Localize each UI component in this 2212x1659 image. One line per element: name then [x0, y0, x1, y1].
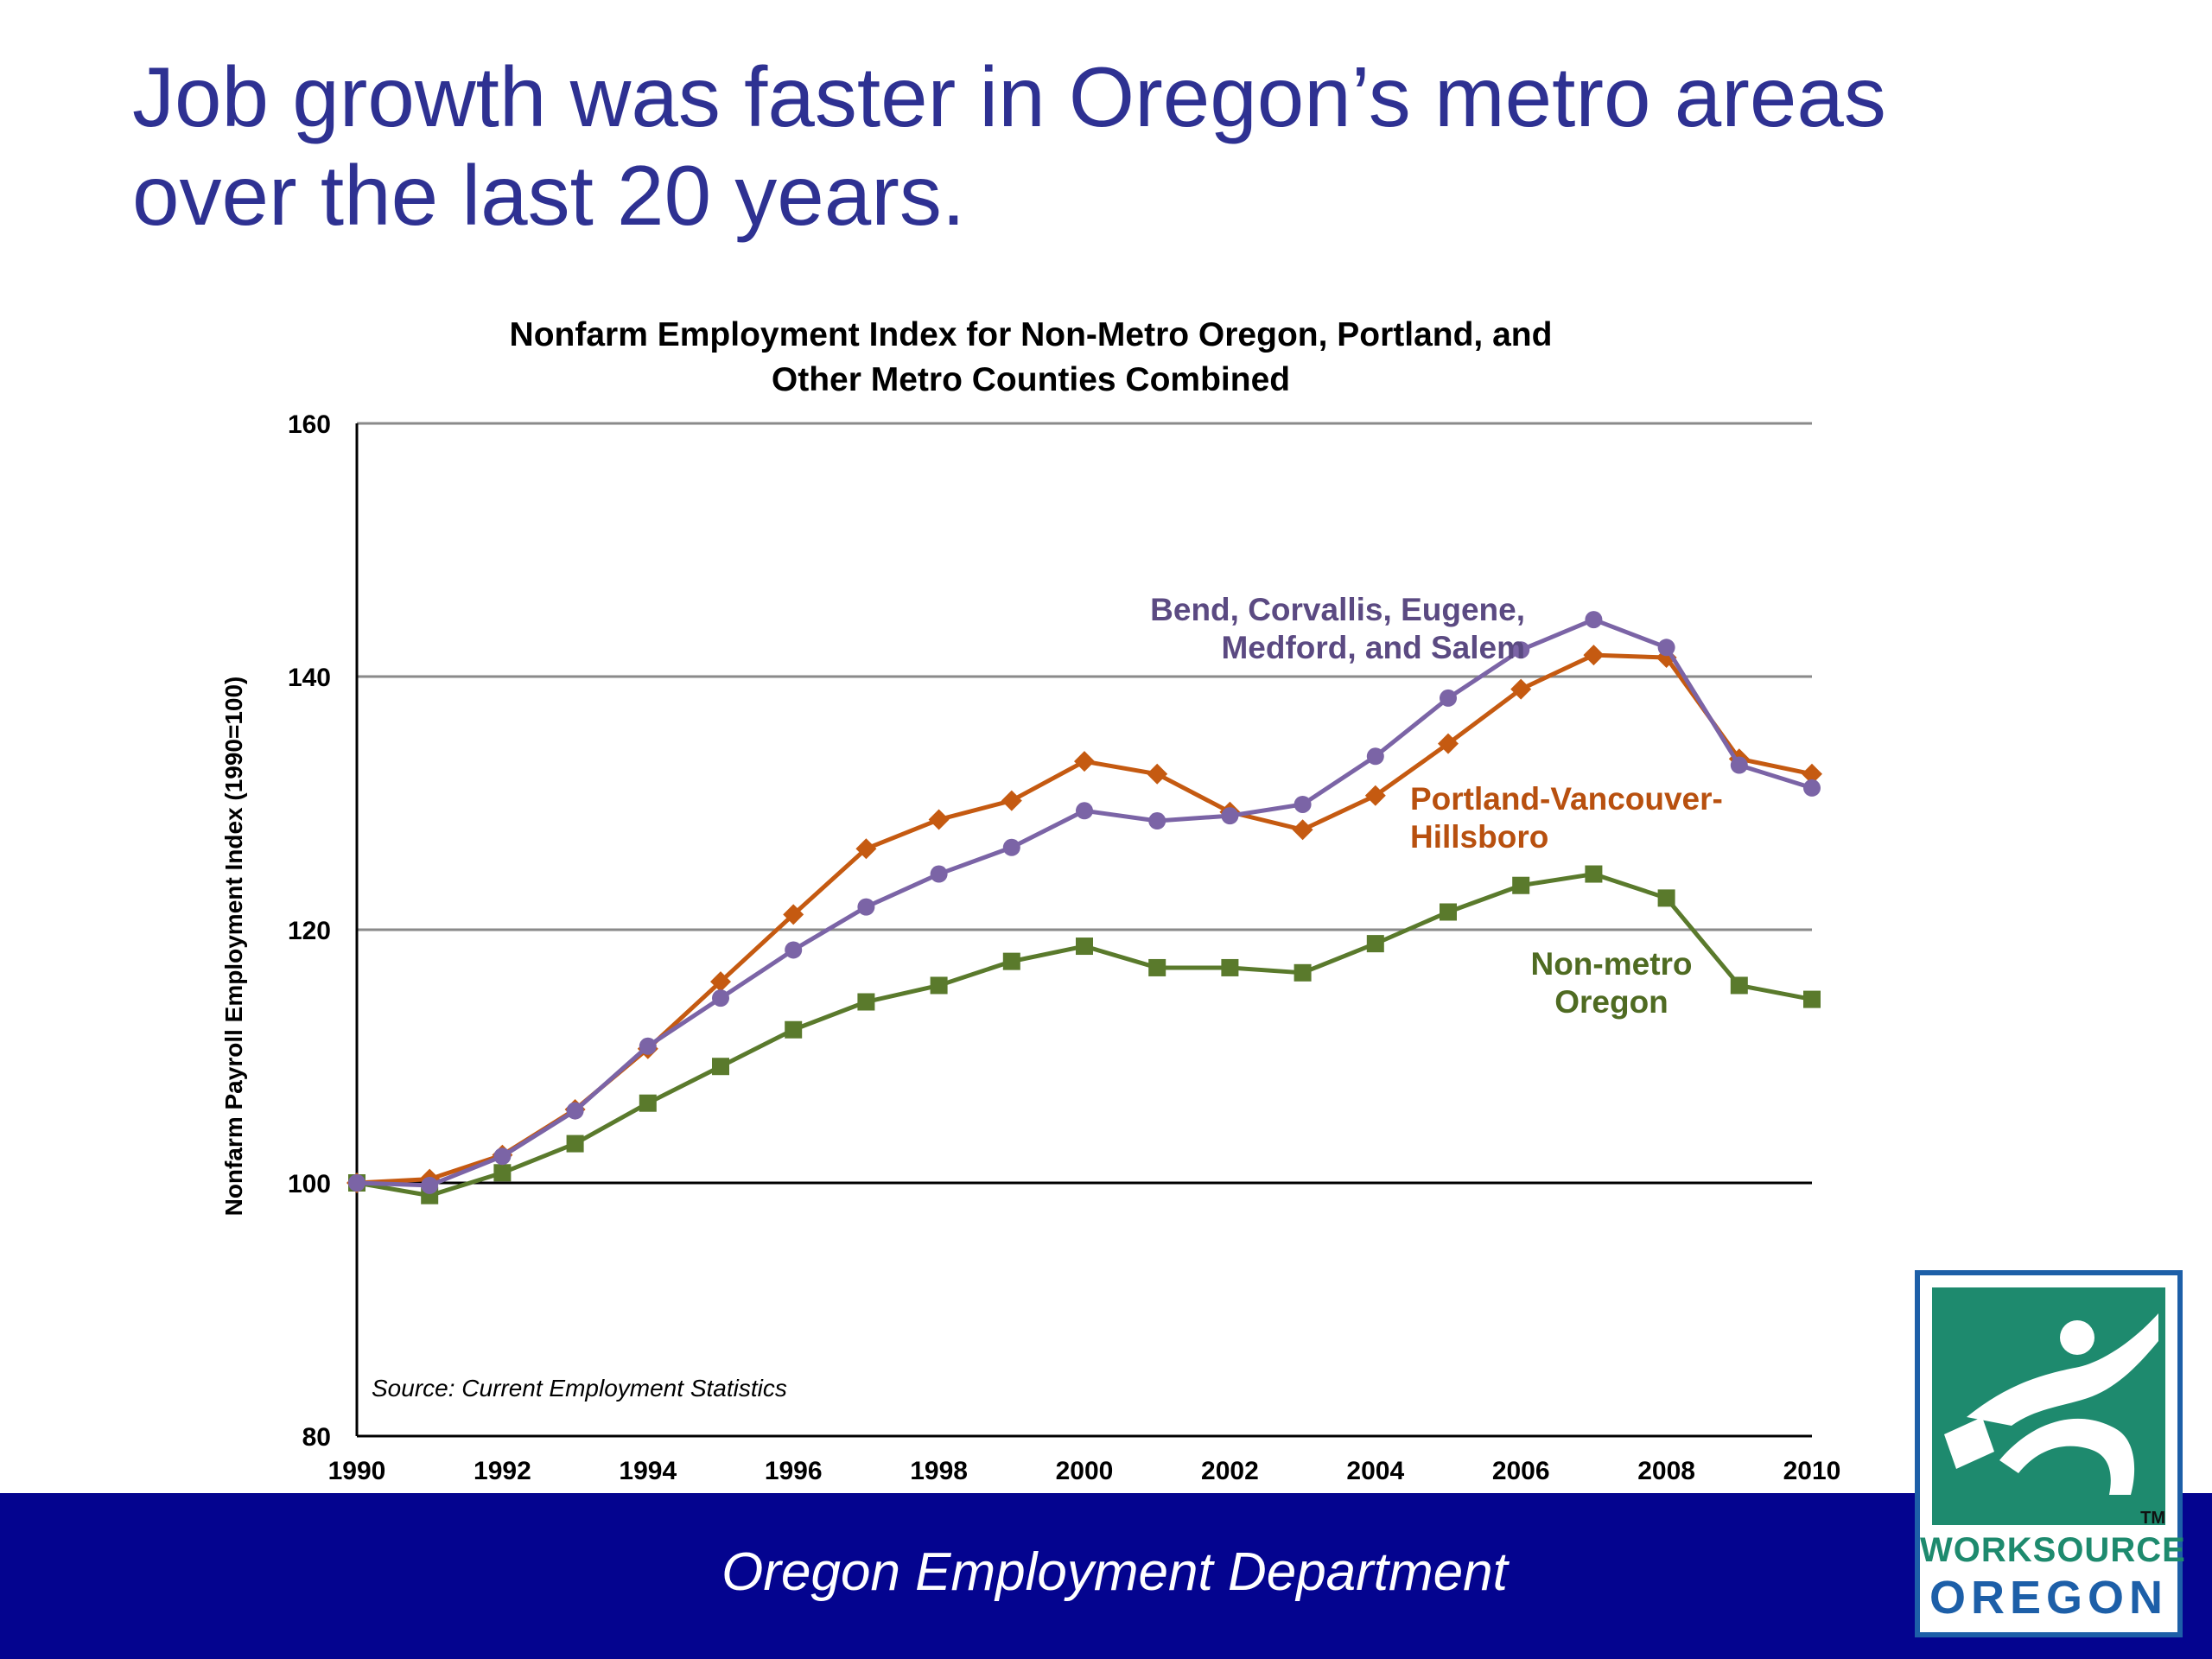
series-1-point-2003 — [1292, 819, 1313, 841]
x-tick-label-2004: 2004 — [1346, 1457, 1404, 1485]
series-2-point-1992 — [493, 1164, 512, 1182]
series-2-point-2007 — [1585, 865, 1603, 883]
series-2-point-2002 — [1221, 958, 1239, 976]
series-2-point-2003 — [1294, 963, 1312, 982]
x-tick-label-2000: 2000 — [1056, 1457, 1114, 1485]
series-label-0-line-1: Bend, Corvallis, Eugene, — [1150, 592, 1525, 627]
series-0-point-1992 — [493, 1147, 512, 1166]
series-2-point-1994 — [639, 1094, 657, 1112]
y-tick-label-120: 120 — [288, 917, 331, 945]
series-0-point-2003 — [1294, 795, 1312, 813]
footer-org-name: Oregon Employment Department — [721, 1542, 1508, 1602]
series-0-point-1999 — [1002, 838, 1020, 856]
series-0-point-2004 — [1366, 747, 1384, 766]
source-note: Source: Current Employment Statistics — [372, 1375, 787, 1402]
series-2-point-2000 — [1076, 938, 1093, 956]
chart-title-line-2: Other Metro Counties Combined — [772, 361, 1290, 398]
logo-word-oregon: OREGON — [1929, 1572, 2169, 1624]
series-0-point-2010 — [1803, 779, 1821, 797]
series-0-point-1995 — [712, 989, 729, 1007]
y-tick-label-140: 140 — [288, 664, 331, 692]
series-1-point-2001 — [1147, 763, 1168, 785]
chart-title-line-1: Nonfarm Employment Index for Non-Metro O… — [510, 316, 1553, 353]
series-label-2-line-2: Oregon — [1554, 984, 1669, 1020]
series-0-point-2002 — [1221, 807, 1239, 825]
x-tick-label-2006: 2006 — [1492, 1457, 1550, 1485]
x-tick-label-2002: 2002 — [1201, 1457, 1259, 1485]
y-tick-label-80: 80 — [302, 1423, 331, 1452]
series-2-point-1993 — [566, 1135, 584, 1153]
x-tick-label-2008: 2008 — [1637, 1457, 1695, 1485]
series-1-point-2010 — [1802, 763, 1822, 785]
series-0-point-2007 — [1585, 611, 1603, 629]
y-axis-label: Nonfarm Payroll Employment Index (1990=1… — [220, 677, 247, 1217]
series-2-point-1996 — [785, 1020, 803, 1039]
series-label-1-line-1: Portland-Vancouver- — [1410, 781, 1723, 817]
series-1-point-1996 — [783, 904, 804, 925]
series-1-point-1995 — [710, 971, 731, 993]
worksource-oregon-logo: TM WORKSOURCE OREGON — [1915, 1270, 2186, 1637]
series-2-point-1998 — [930, 976, 948, 995]
series-0-point-2006 — [1512, 641, 1530, 659]
x-tick-label-1996: 1996 — [765, 1457, 823, 1485]
slide-title: Job growth was faster in Oregon’s metro … — [132, 48, 2120, 245]
footer-bar — [0, 1493, 2212, 1659]
series-1-point-1999 — [1001, 790, 1022, 811]
x-tick-label-2010: 2010 — [1783, 1457, 1841, 1485]
series-1-point-1997 — [855, 838, 877, 860]
series-0-point-1991 — [421, 1176, 439, 1194]
x-tick-label-1990: 1990 — [328, 1457, 386, 1485]
series-0-point-1997 — [857, 898, 875, 916]
series-label-0-line-2: Medford, and Salem — [1221, 630, 1525, 665]
series-0-point-2001 — [1148, 812, 1166, 830]
series-label-1-line-2: Hillsboro — [1410, 819, 1548, 855]
series-0-point-1990 — [348, 1174, 365, 1192]
series-1-point-2006 — [1510, 678, 1532, 700]
y-tick-label-100: 100 — [288, 1170, 331, 1198]
series-2-point-2010 — [1803, 990, 1821, 1008]
series-2-point-2009 — [1730, 976, 1748, 995]
slide-title-line-1: Job growth was faster in Oregon’s metro … — [132, 49, 1886, 144]
series-0-point-1993 — [566, 1102, 584, 1120]
series-0-point-1994 — [639, 1037, 657, 1055]
series-1-point-2004 — [1364, 785, 1386, 806]
logo-word-worksource: WORKSOURCE — [1920, 1531, 2186, 1569]
series-2-point-1999 — [1002, 952, 1020, 970]
series-2-point-2005 — [1440, 903, 1457, 921]
series-1-point-2007 — [1583, 645, 1605, 666]
series-0-point-2000 — [1076, 802, 1093, 820]
series-0-point-2008 — [1657, 639, 1675, 657]
series-0-point-1996 — [785, 941, 803, 959]
series-0-point-1998 — [930, 865, 948, 883]
x-tick-label-1998: 1998 — [910, 1457, 968, 1485]
series-1-point-1998 — [928, 809, 950, 830]
x-tick-label-1992: 1992 — [474, 1457, 531, 1485]
y-tick-label-160: 160 — [288, 410, 331, 439]
runner-icon — [1932, 1287, 2165, 1525]
series-1-point-2000 — [1074, 751, 1095, 772]
slide-title-line-2: over the last 20 years. — [132, 148, 966, 243]
series-2-point-2006 — [1512, 876, 1530, 894]
series-0-point-2005 — [1440, 689, 1457, 707]
series-label-2-line-1: Non-metro — [1530, 946, 1692, 982]
series-2-point-2004 — [1366, 935, 1384, 953]
x-tick-label-1994: 1994 — [619, 1457, 677, 1485]
logo-trademark: TM — [2140, 1509, 2165, 1528]
series-1-point-2005 — [1438, 733, 1459, 754]
series-0-point-2009 — [1730, 756, 1748, 774]
series-2-point-2008 — [1657, 889, 1675, 907]
series-2-point-1995 — [712, 1058, 729, 1076]
series-2-point-1997 — [857, 993, 875, 1011]
series-2-point-2001 — [1148, 958, 1166, 976]
